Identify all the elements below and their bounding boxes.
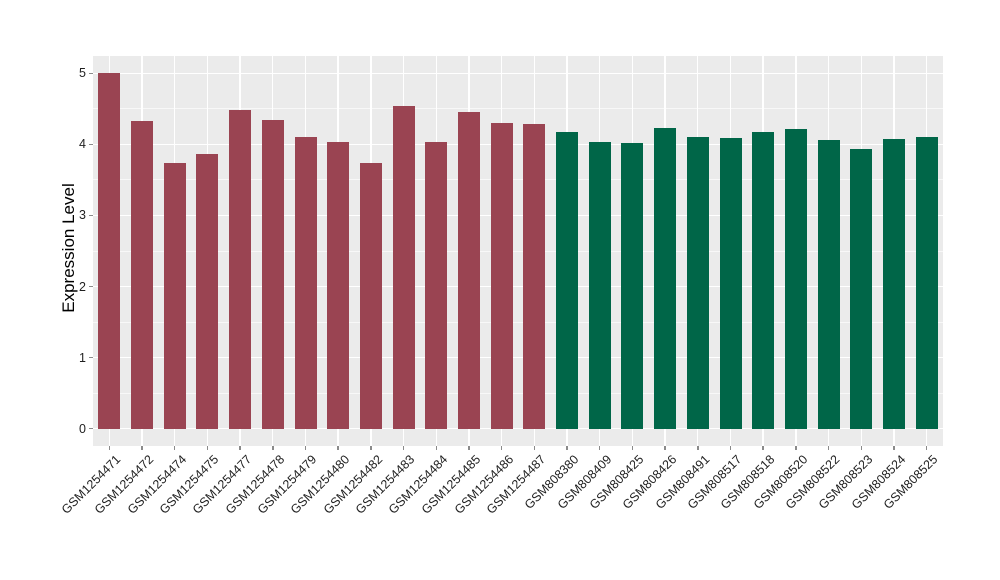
- x-tick-mark: [893, 446, 895, 450]
- bar: [131, 120, 154, 429]
- x-tick-mark: [173, 446, 176, 450]
- x-tick-mark: [664, 446, 666, 450]
- y-axis-title: Expression Level: [59, 183, 78, 313]
- x-tick-mark: [631, 446, 634, 450]
- major-gridline: [93, 285, 943, 288]
- bar: [457, 112, 480, 429]
- y-tick-mark: [89, 143, 93, 146]
- bar: [261, 119, 284, 429]
- minor-gridline: [93, 179, 943, 181]
- bar: [359, 162, 382, 429]
- bar: [523, 124, 546, 429]
- x-tick-mark: [304, 446, 307, 450]
- bar: [588, 141, 611, 429]
- x-tick-mark: [206, 446, 209, 450]
- major-gridline: [93, 72, 943, 75]
- y-tick-label: 2: [79, 279, 86, 294]
- x-tick-mark: [239, 446, 241, 450]
- x-tick-mark: [533, 446, 536, 450]
- x-tick-mark: [729, 446, 732, 450]
- x-tick-mark: [468, 446, 470, 450]
- y-tick-label: 4: [79, 137, 86, 152]
- x-tick-mark: [337, 446, 339, 450]
- x-tick-mark: [272, 446, 274, 450]
- x-tick-mark: [370, 446, 372, 450]
- major-gridline: [93, 143, 943, 146]
- bar: [425, 142, 448, 429]
- x-tick-mark: [795, 446, 797, 450]
- x-tick-mark: [697, 446, 699, 450]
- minor-gridline: [93, 250, 943, 252]
- x-tick-mark: [402, 446, 405, 450]
- x-tick-mark: [435, 446, 438, 450]
- x-tick-mark: [500, 446, 503, 450]
- bar: [98, 73, 121, 429]
- bar: [686, 136, 709, 429]
- x-tick-mark: [566, 446, 568, 450]
- y-tick-mark: [89, 285, 93, 288]
- major-gridline: [93, 356, 943, 359]
- bar: [784, 128, 807, 429]
- x-tick-mark: [762, 446, 764, 450]
- y-tick-mark: [89, 427, 93, 430]
- bar: [654, 128, 677, 429]
- y-tick-label: 5: [79, 66, 86, 81]
- bar: [915, 137, 938, 429]
- x-tick-mark: [860, 446, 863, 450]
- minor-gridline: [93, 108, 943, 110]
- bar: [719, 137, 742, 429]
- bar: [327, 141, 350, 429]
- major-gridline: [93, 214, 943, 217]
- bar: [163, 162, 186, 429]
- y-tick-mark: [89, 356, 93, 359]
- x-tick-mark: [925, 446, 928, 450]
- plot-panel: [93, 56, 943, 446]
- x-tick-mark: [108, 446, 111, 450]
- bar: [229, 109, 252, 429]
- bar: [556, 131, 579, 429]
- x-tick-mark: [827, 446, 830, 450]
- bar: [621, 142, 644, 429]
- minor-gridline: [93, 392, 943, 394]
- bar: [392, 105, 415, 429]
- y-tick-label: 0: [79, 421, 86, 436]
- y-tick-label: 1: [79, 350, 86, 365]
- bar: [850, 148, 873, 429]
- bar: [882, 138, 905, 429]
- y-tick-mark: [89, 72, 93, 75]
- bar: [752, 132, 775, 429]
- bar: [294, 137, 317, 429]
- x-tick-mark: [141, 446, 143, 450]
- bar: [196, 153, 219, 429]
- bar: [490, 123, 513, 429]
- minor-gridline: [93, 321, 943, 323]
- x-tick-mark: [598, 446, 601, 450]
- y-tick-label: 3: [79, 208, 86, 223]
- bar: [817, 140, 840, 429]
- y-tick-mark: [89, 214, 93, 217]
- major-gridline: [93, 427, 943, 430]
